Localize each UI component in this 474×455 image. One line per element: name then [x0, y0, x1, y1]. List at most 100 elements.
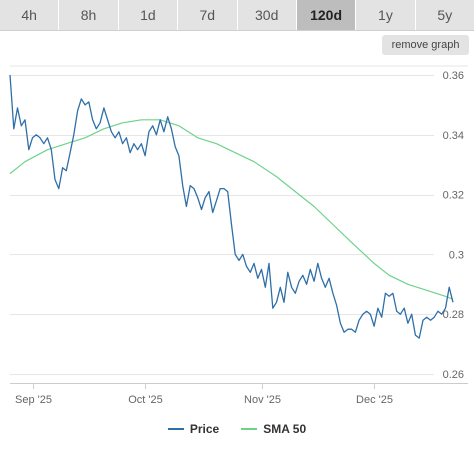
price-point	[36, 134, 37, 135]
price-point	[54, 179, 55, 180]
legend-item-sma-50[interactable]: SMA 50	[241, 422, 306, 436]
price-point	[325, 287, 326, 288]
sma-50-point	[103, 128, 104, 129]
price-point	[51, 149, 52, 150]
legend-item-price[interactable]: Price	[167, 422, 219, 436]
price-point	[344, 332, 345, 333]
price-point	[212, 212, 213, 213]
sma-50-point	[407, 284, 408, 285]
y-tick-label: 0.34	[443, 130, 464, 142]
remove-graph-button[interactable]: remove graph	[382, 35, 469, 55]
tab-120d[interactable]: 120d	[296, 0, 357, 30]
y-tick-label: 0.36	[443, 70, 464, 82]
tab-5y[interactable]: 5y	[437, 7, 453, 23]
price-point	[359, 320, 360, 321]
price-point	[70, 152, 71, 153]
tab-1y[interactable]: 1y	[356, 0, 416, 30]
tab-7d[interactable]: 7d	[178, 0, 238, 30]
price-point	[186, 206, 187, 207]
price-line	[9, 74, 454, 339]
tab-1d[interactable]: 1d	[119, 0, 179, 30]
price-point	[291, 287, 292, 288]
price-point	[145, 155, 146, 156]
price-point	[392, 293, 393, 294]
chart-legend: Price SMA 50	[0, 418, 474, 440]
price-point	[422, 320, 423, 321]
price-point	[355, 332, 356, 333]
price-point	[190, 185, 191, 186]
series-layer	[9, 74, 454, 339]
price-point	[272, 308, 273, 309]
price-point	[404, 308, 405, 309]
price-point	[419, 338, 420, 339]
price-point	[381, 317, 382, 318]
sma-50-point	[426, 290, 427, 291]
price-point	[287, 272, 288, 273]
sma-50-point	[47, 149, 48, 150]
price-point	[253, 263, 254, 264]
x-tick-label: Oct '25	[128, 394, 163, 406]
price-point	[434, 317, 435, 318]
price-point	[73, 134, 74, 135]
price-point	[370, 314, 371, 315]
price-point	[47, 137, 48, 138]
price-point	[374, 326, 375, 327]
price-point	[66, 170, 67, 171]
price-point	[208, 191, 209, 192]
price-point	[178, 155, 179, 156]
price-point	[449, 287, 450, 288]
price-point	[415, 335, 416, 336]
price-point	[133, 143, 134, 144]
price-point	[152, 125, 153, 126]
price-point	[347, 329, 348, 330]
price-point	[242, 254, 243, 255]
tab-30d[interactable]: 30d	[238, 0, 297, 30]
price-point	[62, 167, 63, 168]
price-point	[58, 188, 59, 189]
price-point	[220, 188, 221, 189]
price-point	[235, 254, 236, 255]
series-price	[9, 74, 454, 339]
tab-4h[interactable]: 4h	[0, 0, 60, 30]
grid-lines	[10, 65, 468, 384]
price-point	[24, 119, 25, 120]
sma-50-point	[66, 143, 67, 144]
sma-50-point	[295, 191, 296, 192]
price-point	[201, 209, 202, 210]
sma-50-point	[351, 242, 352, 243]
price-point	[276, 302, 277, 303]
price-point	[317, 263, 318, 264]
price-point	[351, 329, 352, 330]
price-point	[88, 101, 89, 102]
x-axis: Sep '25 Oct '25 Nov '25 Dec '25	[15, 383, 393, 406]
price-point	[9, 74, 10, 75]
price-point	[77, 110, 78, 111]
y-tick-label: 0.28	[443, 309, 464, 321]
price-point	[336, 305, 337, 306]
price-point	[283, 302, 284, 303]
sma-50-point	[24, 161, 25, 162]
x-tick-label: Sep '25	[15, 394, 52, 406]
sma-50-point	[314, 206, 315, 207]
price-point	[411, 314, 412, 315]
y-tick-label: 0.26	[443, 369, 464, 381]
legend-label: SMA 50	[263, 422, 307, 436]
price-point	[227, 191, 228, 192]
price-point	[115, 137, 116, 138]
price-point	[389, 296, 390, 297]
price-point	[43, 143, 44, 144]
price-point	[126, 137, 127, 138]
price-point	[257, 278, 258, 279]
tab-8h[interactable]: 8h	[59, 0, 119, 30]
sma-50-point	[235, 152, 236, 153]
price-point	[426, 317, 427, 318]
price-point	[332, 293, 333, 294]
price-point	[430, 320, 431, 321]
price-point	[340, 323, 341, 324]
price-point	[85, 104, 86, 105]
price-point	[81, 98, 82, 99]
price-point	[396, 311, 397, 312]
price-point	[362, 314, 363, 315]
price-point	[299, 281, 300, 282]
price-point	[437, 311, 438, 312]
